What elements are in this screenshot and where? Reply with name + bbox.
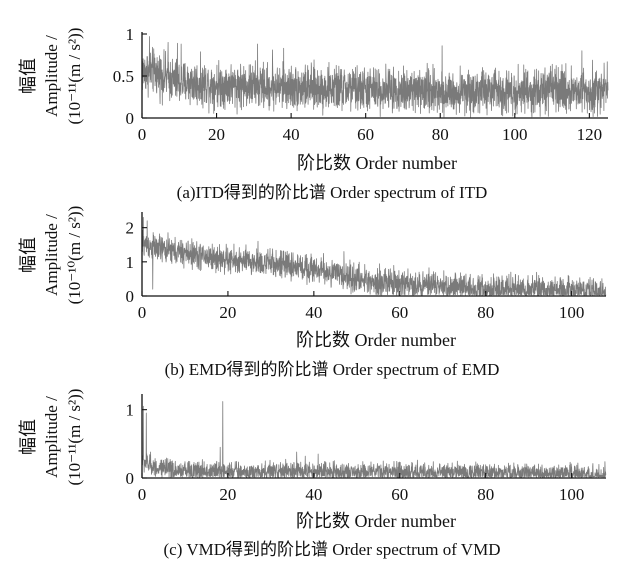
x-tick-label: 60 xyxy=(357,125,374,144)
x-axis-label: 阶比数 Order number xyxy=(296,330,456,350)
panel-caption: (a)ITD得到的阶比谱 Order spectrum of ITD xyxy=(177,183,488,202)
x-tick-label: 40 xyxy=(305,485,322,504)
y-tick-label: 0 xyxy=(126,109,135,128)
panel-caption: (b) EMD得到的阶比谱 Order spectrum of EMD xyxy=(165,360,500,379)
y-axis-label-cn: 幅值 xyxy=(18,237,38,273)
y-tick-label: 0 xyxy=(126,287,135,306)
x-tick-label: 80 xyxy=(477,303,494,322)
panel-b: 0 20 40 60 80 100 0 1 2 阶比数 Order number 幅值 Amplitu… xyxy=(18,206,607,379)
y-tick-label: 1 xyxy=(126,25,135,44)
panel-c: 0 20 40 60 80 100 0 1 阶比数 Order number 幅值 Amplitud… xyxy=(18,389,607,559)
panel-caption: (c) VMD得到的阶比谱 Order spectrum of VMD xyxy=(164,540,501,559)
y-axis-label-en: Amplitude / xyxy=(42,35,61,117)
x-tick-label: 60 xyxy=(391,303,408,322)
x-tick-label: 80 xyxy=(477,485,494,504)
x-tick-label: 0 xyxy=(138,125,147,144)
x-axis-label: 阶比数 Order number xyxy=(297,153,457,173)
x-tick-label: 100 xyxy=(559,485,585,504)
y-tick-label: 1 xyxy=(126,253,135,272)
y-axis-label-unit: (10⁻¹⁰(m / s²)) xyxy=(65,206,84,305)
x-tick-label: 20 xyxy=(219,485,236,504)
x-axis-label: 阶比数 Order number xyxy=(296,511,456,531)
x-tick-label: 0 xyxy=(138,303,147,322)
y-axis-label-cn: 幅值 xyxy=(18,58,38,94)
y-tick-label: 2 xyxy=(126,219,135,238)
series-line xyxy=(141,36,609,118)
x-tick-label: 20 xyxy=(208,125,225,144)
y-tick-label: 0.5 xyxy=(113,67,134,86)
x-tick-label: 40 xyxy=(305,303,322,322)
series-line xyxy=(141,401,607,478)
x-tick-label: 20 xyxy=(219,303,236,322)
y-axis-label-unit: (10⁻¹¹(m / s²)) xyxy=(65,389,84,486)
series-line xyxy=(141,217,607,296)
y-axis-label-en: Amplitude / xyxy=(42,396,61,478)
x-tick-label: 100 xyxy=(502,125,528,144)
y-tick-label: 0 xyxy=(126,469,135,488)
x-tick-label: 120 xyxy=(577,125,603,144)
y-axis-label-unit: (10⁻¹¹(m / s²)) xyxy=(65,28,84,125)
x-tick-label: 60 xyxy=(391,485,408,504)
x-tick-label: 80 xyxy=(432,125,449,144)
y-axis-label-cn: 幅值 xyxy=(18,419,38,455)
x-tick-label: 0 xyxy=(138,485,147,504)
y-tick-label: 1 xyxy=(126,401,135,420)
panel-a: 0 20 40 60 80 100 120 0 0.5 1 阶比数 Order number 幅值 Am… xyxy=(18,25,609,202)
x-tick-label: 40 xyxy=(283,125,300,144)
x-tick-label: 100 xyxy=(559,303,585,322)
y-axis-label-en: Amplitude / xyxy=(42,214,61,296)
